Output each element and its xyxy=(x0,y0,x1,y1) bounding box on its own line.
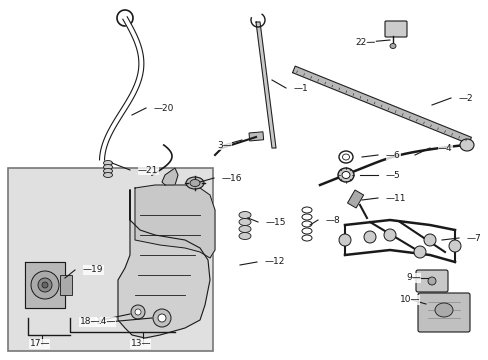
Text: —7: —7 xyxy=(466,234,481,243)
Ellipse shape xyxy=(434,303,452,317)
Circle shape xyxy=(448,240,460,252)
Circle shape xyxy=(135,309,141,315)
Text: 3—: 3— xyxy=(217,140,231,149)
Polygon shape xyxy=(118,190,209,338)
Circle shape xyxy=(31,271,59,299)
Text: 14—: 14— xyxy=(96,318,116,327)
Text: —11: —11 xyxy=(385,194,406,202)
Text: 10—: 10— xyxy=(399,296,419,305)
Ellipse shape xyxy=(459,139,473,151)
Text: —8: —8 xyxy=(325,216,340,225)
Ellipse shape xyxy=(389,44,395,49)
Text: —20: —20 xyxy=(154,104,174,113)
Text: —2: —2 xyxy=(458,94,473,103)
Polygon shape xyxy=(292,66,470,144)
Text: —1: —1 xyxy=(293,84,308,93)
Circle shape xyxy=(363,231,375,243)
Circle shape xyxy=(413,246,425,258)
Ellipse shape xyxy=(239,225,250,233)
Ellipse shape xyxy=(341,171,349,179)
Text: —4: —4 xyxy=(437,144,452,153)
Text: —12: —12 xyxy=(264,257,285,266)
Text: —15: —15 xyxy=(265,217,286,226)
Polygon shape xyxy=(256,22,275,148)
Text: —16: —16 xyxy=(222,174,242,183)
Text: —5: —5 xyxy=(385,171,400,180)
Ellipse shape xyxy=(103,172,112,177)
Ellipse shape xyxy=(342,154,349,160)
Ellipse shape xyxy=(338,151,352,163)
FancyBboxPatch shape xyxy=(415,270,447,292)
Ellipse shape xyxy=(103,165,112,170)
FancyBboxPatch shape xyxy=(417,293,469,332)
Ellipse shape xyxy=(103,168,112,174)
Text: 18—: 18— xyxy=(80,318,100,327)
Polygon shape xyxy=(25,262,65,308)
Ellipse shape xyxy=(103,161,112,166)
Bar xyxy=(347,190,363,208)
Circle shape xyxy=(153,309,171,327)
Circle shape xyxy=(42,282,48,288)
Text: 17—: 17— xyxy=(29,339,50,348)
Circle shape xyxy=(131,305,145,319)
Ellipse shape xyxy=(239,219,250,225)
Polygon shape xyxy=(135,185,215,258)
Text: 13—: 13— xyxy=(130,339,151,348)
FancyBboxPatch shape xyxy=(384,21,406,37)
Text: 9—: 9— xyxy=(406,274,420,283)
Text: —19: —19 xyxy=(83,266,103,274)
Circle shape xyxy=(38,278,52,292)
Text: 22—: 22— xyxy=(355,37,375,46)
Ellipse shape xyxy=(239,233,250,239)
Text: —6: —6 xyxy=(385,150,400,159)
Circle shape xyxy=(383,229,395,241)
Ellipse shape xyxy=(337,168,353,182)
Text: —21: —21 xyxy=(138,166,158,175)
Bar xyxy=(60,275,72,295)
Ellipse shape xyxy=(239,212,250,219)
Bar xyxy=(248,132,263,141)
Ellipse shape xyxy=(427,277,435,285)
Circle shape xyxy=(338,234,350,246)
Circle shape xyxy=(423,234,435,246)
Ellipse shape xyxy=(190,180,200,186)
Polygon shape xyxy=(162,168,178,185)
Circle shape xyxy=(158,314,165,322)
Ellipse shape xyxy=(185,177,203,189)
Bar xyxy=(8,168,213,351)
